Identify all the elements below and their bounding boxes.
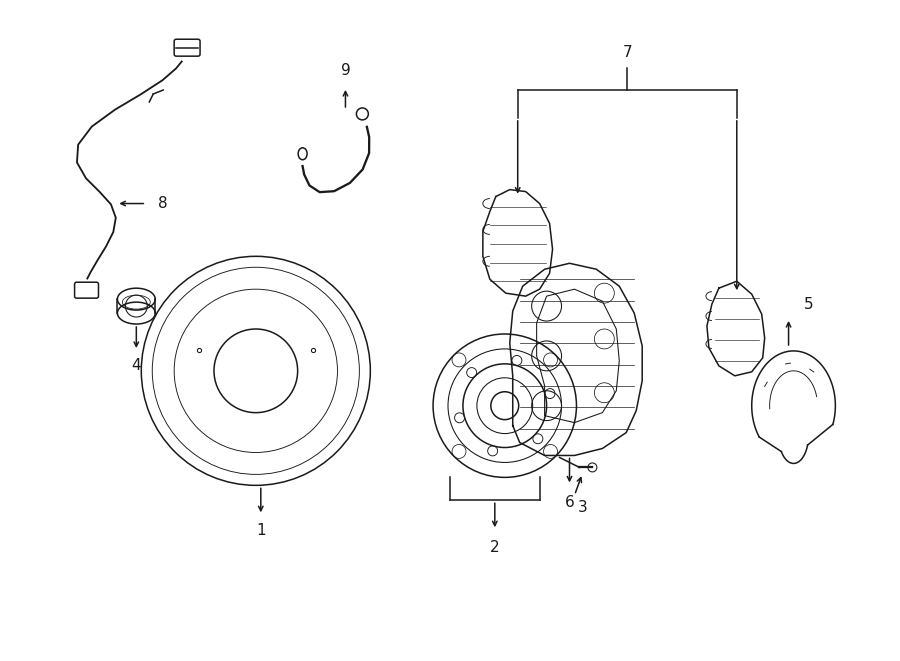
Text: 2: 2 bbox=[490, 539, 500, 555]
Text: 4: 4 bbox=[131, 358, 141, 373]
Circle shape bbox=[588, 463, 597, 472]
Text: 9: 9 bbox=[340, 63, 350, 77]
Text: 6: 6 bbox=[564, 495, 574, 510]
Ellipse shape bbox=[298, 148, 307, 160]
Text: 1: 1 bbox=[256, 523, 266, 537]
FancyBboxPatch shape bbox=[75, 282, 98, 298]
Text: 7: 7 bbox=[623, 45, 632, 59]
Text: 8: 8 bbox=[158, 196, 168, 211]
FancyBboxPatch shape bbox=[175, 39, 200, 56]
Circle shape bbox=[356, 108, 368, 120]
Text: 3: 3 bbox=[578, 500, 588, 515]
Text: 5: 5 bbox=[804, 297, 814, 311]
